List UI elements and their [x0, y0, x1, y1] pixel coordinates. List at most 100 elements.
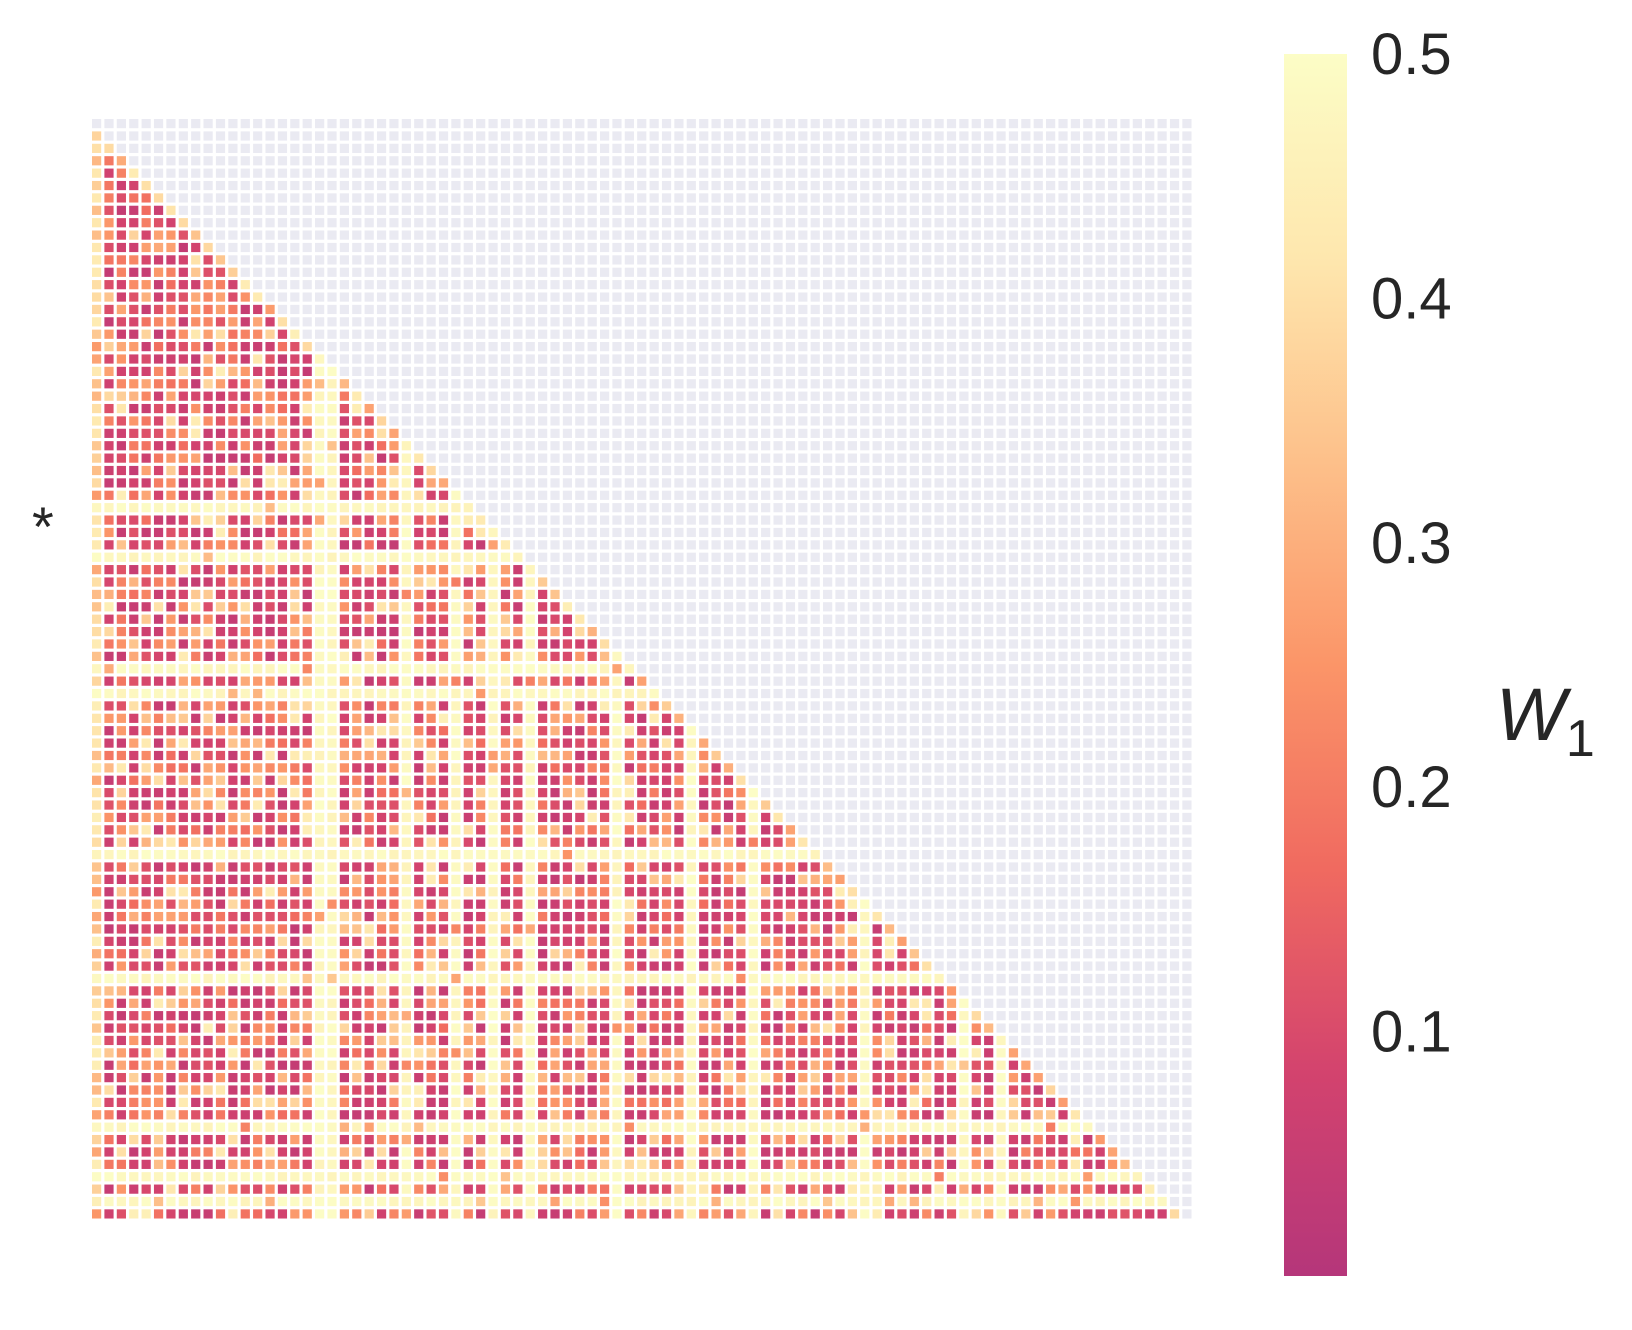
heatmap-cell — [649, 713, 659, 723]
heatmap-cell — [92, 267, 102, 277]
heatmap-cell — [1033, 317, 1043, 327]
heatmap-cell — [1095, 701, 1105, 711]
heatmap-cell — [215, 329, 226, 339]
heatmap-cell — [166, 255, 176, 265]
heatmap-cell — [587, 416, 597, 426]
heatmap-cell — [847, 676, 857, 686]
heatmap-cell — [500, 453, 511, 463]
heatmap-cell — [352, 527, 362, 538]
heatmap-cell — [215, 391, 226, 401]
heatmap-cell — [860, 156, 870, 166]
heatmap-cell — [562, 503, 573, 513]
heatmap-cell — [823, 800, 833, 810]
heatmap-cell — [984, 428, 994, 438]
heatmap-cell — [153, 713, 164, 723]
heatmap-cell — [736, 788, 746, 798]
heatmap-cell — [488, 230, 498, 240]
heatmap-cell — [723, 292, 734, 302]
heatmap-cell — [153, 131, 164, 141]
heatmap-cell — [661, 143, 672, 153]
heatmap-cell — [116, 441, 126, 451]
heatmap-cell — [538, 453, 548, 463]
heatmap-cell — [1157, 676, 1167, 686]
heatmap-cell — [339, 168, 349, 178]
heatmap-cell — [364, 304, 374, 315]
heatmap-cell — [129, 317, 139, 327]
heatmap-cell — [463, 490, 473, 500]
heatmap-cell — [661, 726, 672, 736]
heatmap-cell — [1120, 354, 1130, 364]
heatmap-cell — [748, 453, 758, 463]
heatmap-cell — [265, 453, 275, 463]
heatmap-cell — [748, 614, 758, 624]
heatmap-cell — [426, 317, 436, 327]
heatmap-cell — [339, 515, 349, 525]
heatmap-cell — [438, 726, 449, 736]
heatmap-cell — [1169, 441, 1180, 451]
heatmap-cell — [104, 639, 114, 649]
heatmap-cell — [686, 131, 696, 141]
heatmap-cell — [463, 577, 473, 587]
heatmap-cell — [823, 230, 833, 240]
heatmap-cell — [513, 391, 523, 401]
heatmap-cell — [599, 131, 610, 141]
heatmap-cell — [538, 230, 548, 240]
heatmap-cell — [785, 490, 796, 500]
heatmap-cell — [178, 651, 188, 661]
heatmap-cell — [971, 763, 981, 773]
heatmap-cell — [302, 800, 312, 810]
heatmap-cell — [649, 552, 659, 562]
heatmap-cell — [302, 726, 312, 736]
heatmap-cell — [835, 428, 845, 438]
heatmap-cell — [290, 280, 300, 290]
heatmap-cell — [376, 614, 387, 624]
heatmap-cell — [897, 800, 907, 810]
heatmap-cell — [723, 639, 734, 649]
heatmap-cell — [451, 131, 461, 141]
heatmap-cell — [661, 453, 672, 463]
heatmap-cell — [1070, 379, 1081, 389]
heatmap-cell — [860, 304, 870, 315]
heatmap-cell — [1132, 119, 1142, 129]
heatmap-cell — [1107, 168, 1118, 178]
heatmap-cell — [253, 119, 263, 129]
heatmap-cell — [476, 416, 486, 426]
heatmap-cell — [277, 713, 288, 723]
heatmap-cell — [1107, 453, 1118, 463]
heatmap-cell — [1021, 713, 1031, 723]
heatmap-cell — [723, 280, 734, 290]
heatmap-cell — [253, 788, 263, 798]
heatmap-cell — [897, 515, 907, 525]
heatmap-cell — [1169, 639, 1180, 649]
heatmap-cell — [1046, 304, 1056, 315]
heatmap-cell — [1046, 515, 1056, 525]
heatmap-cell — [674, 763, 684, 773]
heatmap-cell — [1157, 626, 1167, 637]
heatmap-cell — [773, 453, 783, 463]
heatmap-cell — [699, 304, 709, 315]
heatmap-cell — [810, 540, 820, 550]
heatmap-cell — [1157, 119, 1167, 129]
heatmap-cell — [686, 738, 696, 748]
heatmap-cell — [1182, 354, 1192, 364]
heatmap-cell — [315, 391, 325, 401]
heatmap-cell — [327, 701, 337, 711]
heatmap-cell — [959, 168, 969, 178]
heatmap-cell — [525, 441, 535, 451]
heatmap-cell — [599, 317, 610, 327]
heatmap-cell — [1182, 626, 1192, 637]
heatmap-cell — [538, 379, 548, 389]
heatmap-cell — [253, 490, 263, 500]
heatmap-cell — [376, 540, 387, 550]
heatmap-cell — [476, 639, 486, 649]
heatmap-cell — [612, 602, 622, 612]
heatmap-cell — [389, 354, 399, 364]
heatmap-cell — [253, 441, 263, 451]
heatmap-cell — [352, 391, 362, 401]
heatmap-cell — [178, 267, 188, 277]
heatmap-cell — [550, 267, 560, 277]
heatmap-cell — [810, 242, 820, 253]
heatmap-cell — [1169, 738, 1180, 748]
heatmap-cell — [909, 156, 919, 166]
heatmap-cell — [1083, 540, 1093, 550]
